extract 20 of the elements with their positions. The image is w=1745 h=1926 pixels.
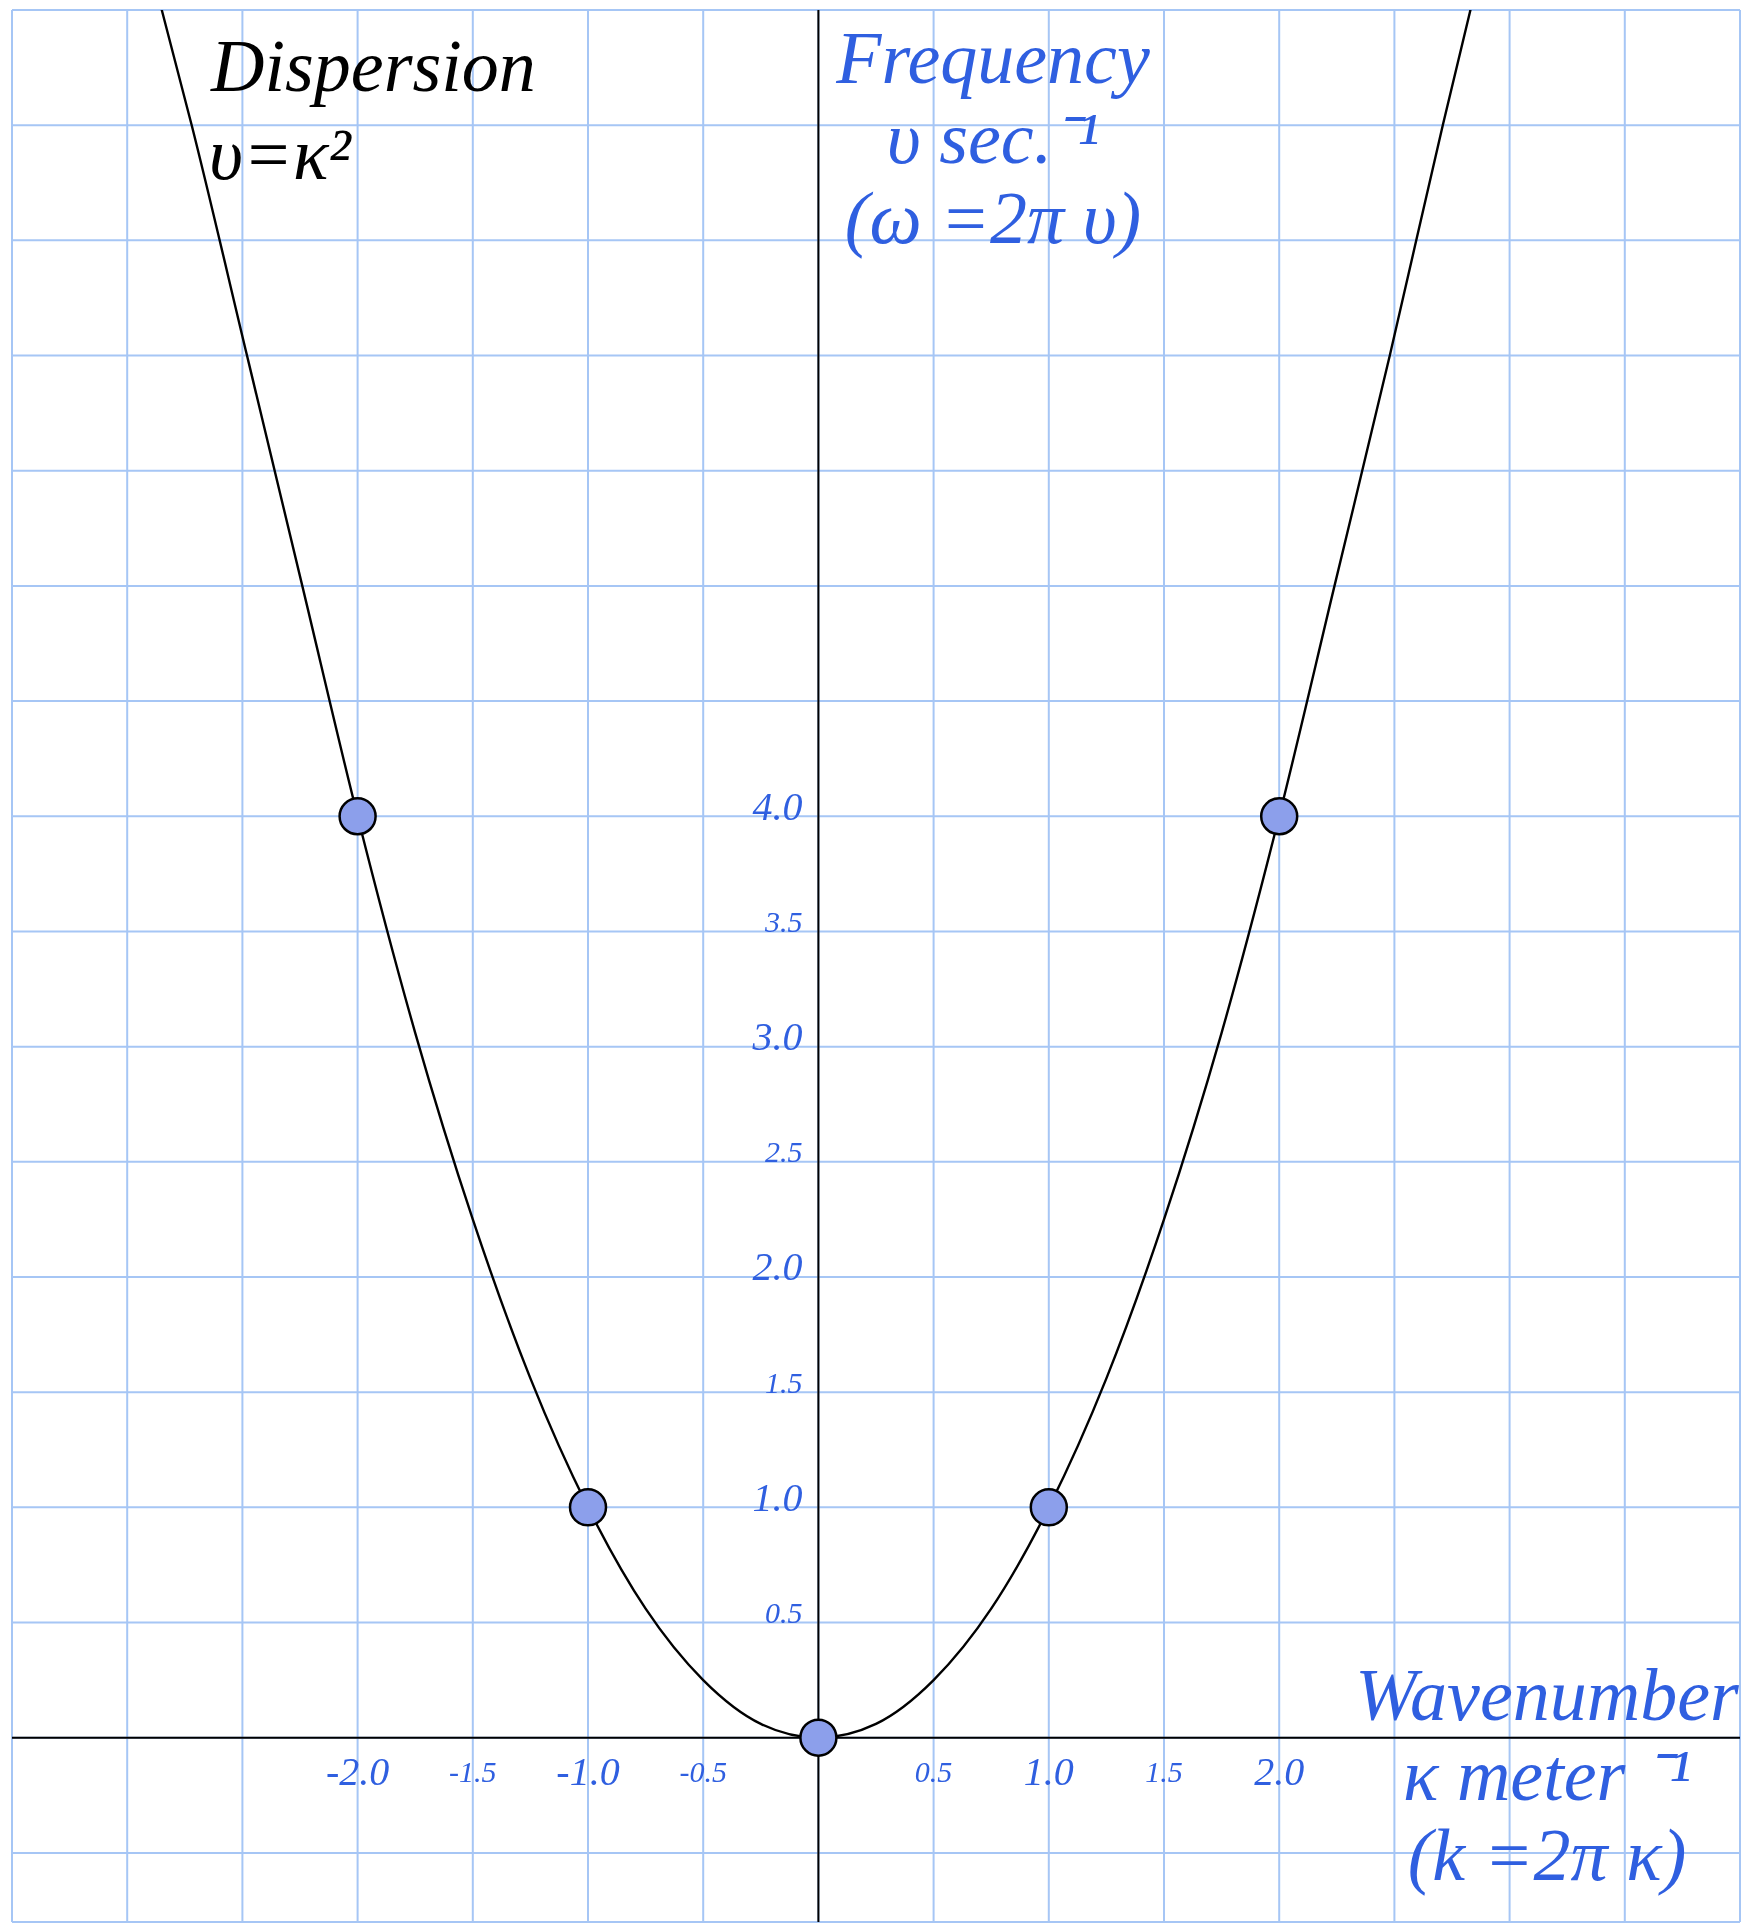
x-tick-label: -2.0: [325, 1749, 390, 1795]
x-tick-label: -0.5: [679, 1755, 727, 1789]
y-tick-label: 4.0: [752, 783, 803, 829]
x-tick-label: -1.5: [449, 1755, 497, 1789]
y-tick-label: 1.5: [764, 1365, 803, 1399]
annotation: υ=κ²: [209, 113, 351, 195]
y-axis-title: Frequency υ sec.⁻¹ (ω =2π υ): [836, 17, 1150, 259]
y-tick-label: 2.5: [764, 1135, 803, 1169]
chart-title: Dispersion: [211, 25, 536, 107]
y-tick-label: 3.0: [751, 1014, 803, 1060]
x-tick-label: 1.0: [1023, 1749, 1074, 1795]
x-tick-label: 1.5: [1145, 1755, 1183, 1789]
x-tick-label: 0.5: [914, 1755, 953, 1789]
x-axis-title: Wavenumber κ meter ⁻¹ (k =2π κ): [1355, 1654, 1739, 1896]
y-tick-label: 2.0: [752, 1244, 803, 1290]
y-tick-label: 0.5: [764, 1596, 803, 1630]
x-tick-label: 2.0: [1254, 1749, 1305, 1795]
y-tick-label: 3.5: [763, 904, 803, 938]
y-tick-label: 1.0: [752, 1474, 803, 1520]
x-tick-label: -1.0: [556, 1749, 620, 1795]
